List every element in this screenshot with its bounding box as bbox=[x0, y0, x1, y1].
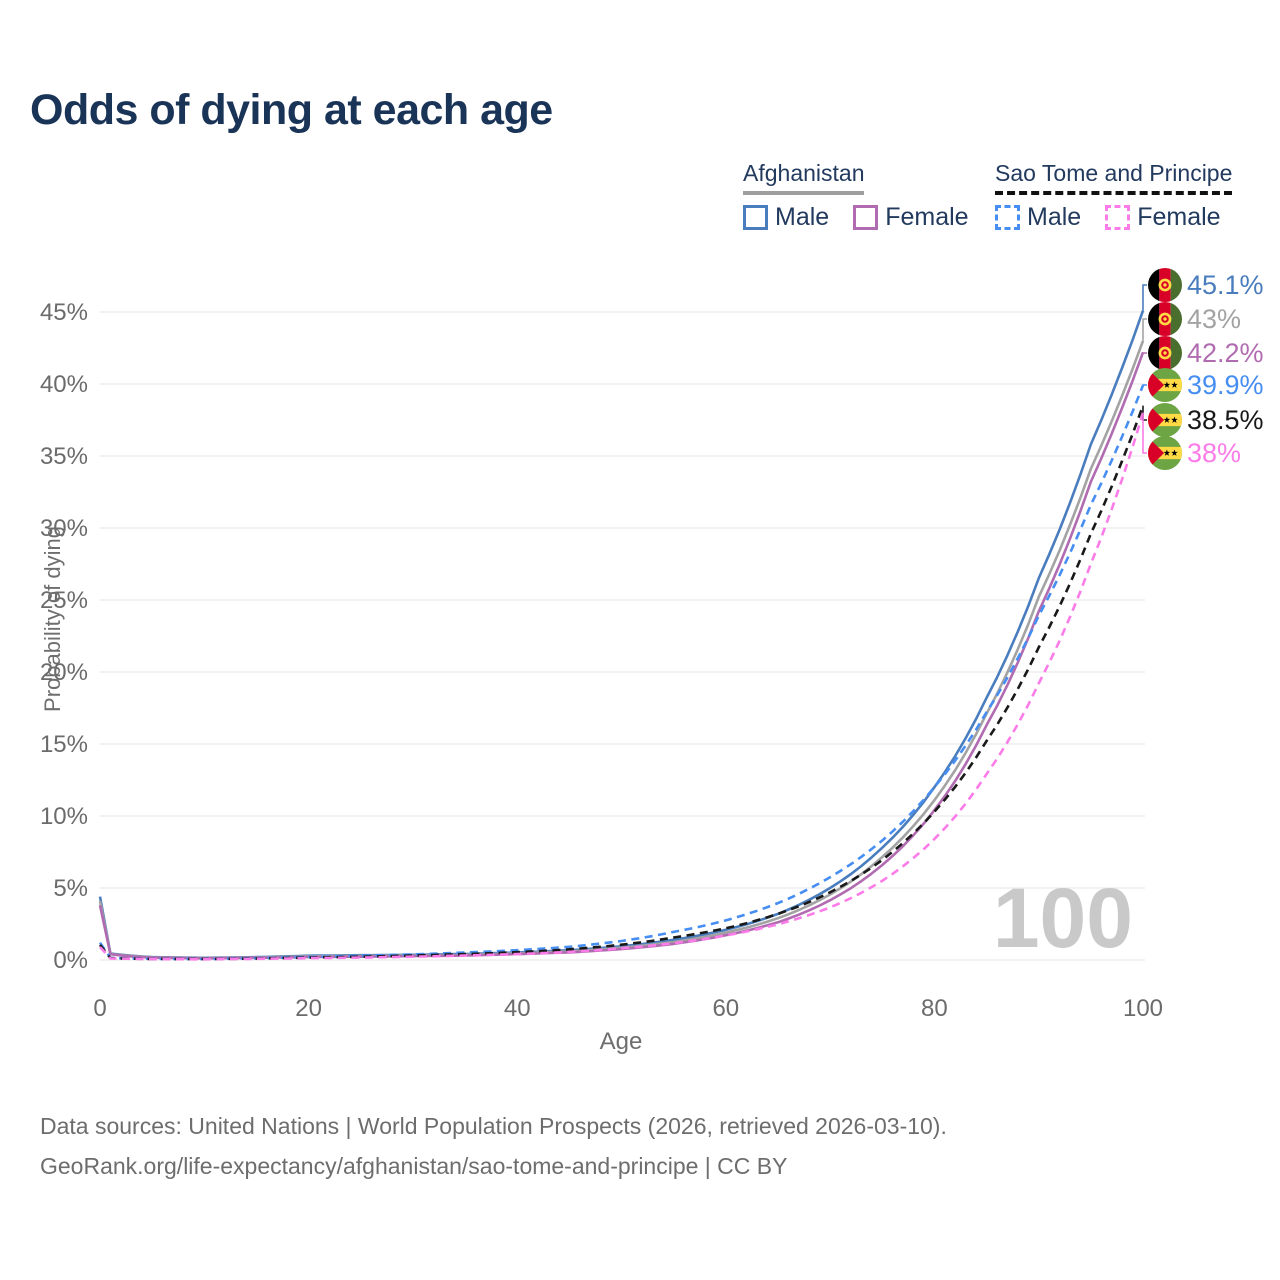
legend-country-label: Sao Tome and Principe bbox=[995, 160, 1233, 186]
legend-country-linestyle bbox=[995, 191, 1233, 195]
x-tick-label: 80 bbox=[921, 995, 948, 1022]
series-line-afghanistan-male[interactable] bbox=[98, 310, 1145, 960]
legend-item-label: Male bbox=[1027, 203, 1082, 231]
legend-item-sao-tome-and-principe-male[interactable]: Male bbox=[995, 203, 1081, 232]
legend-item-sao-tome-and-principe-female[interactable]: Female bbox=[1105, 203, 1221, 232]
series-line-sao-tome-and-principe-female[interactable] bbox=[99, 412, 1145, 961]
x-tick-label: 100 bbox=[1123, 995, 1163, 1022]
y-tick-label: 25% bbox=[40, 587, 88, 614]
end-label-sao-tome-and-principe-male: 39.9% bbox=[1148, 368, 1264, 402]
end-label-value: 38% bbox=[1187, 437, 1242, 468]
legend-swatch-icon bbox=[743, 205, 768, 230]
end-label-leader bbox=[1142, 318, 1147, 341]
legend-item-afghanistan-male[interactable]: Male bbox=[743, 203, 829, 232]
end-label-value: 43% bbox=[1187, 303, 1242, 334]
end-label-value: 42.2% bbox=[1187, 337, 1264, 368]
end-label-sao-tome-and-principe: 38.5% bbox=[1148, 403, 1264, 437]
legend-item-label: Male bbox=[775, 203, 830, 231]
age-counter-watermark: 100 bbox=[993, 871, 1133, 965]
x-tick-label: 20 bbox=[295, 995, 322, 1022]
y-tick-label: 10% bbox=[40, 803, 88, 830]
sao-tome-and-principe-flag-icon bbox=[1148, 403, 1182, 437]
end-label-afghanistan-female: 42.2% bbox=[1148, 336, 1264, 370]
end-label-afghanistan: 43% bbox=[1148, 302, 1241, 336]
legend-item-label: Female bbox=[1137, 203, 1221, 231]
afghanistan-flag-icon bbox=[1148, 268, 1182, 302]
page-title: Odds of dying at each age bbox=[30, 86, 553, 134]
end-label-sao-tome-and-principe-female: 38% bbox=[1148, 436, 1241, 470]
end-label-value: 39.9% bbox=[1187, 369, 1264, 400]
end-label-afghanistan-male: 45.1% bbox=[1148, 268, 1264, 302]
legend-item-afghanistan-female[interactable]: Female bbox=[853, 203, 969, 232]
x-tick-label: 40 bbox=[504, 995, 531, 1022]
x-axis-title: Age bbox=[599, 1028, 643, 1055]
sao-tome-and-principe-flag-icon bbox=[1148, 368, 1182, 402]
y-axis-title: Probability of dying bbox=[40, 526, 65, 712]
y-tick-label: 35% bbox=[40, 443, 88, 470]
legend-item-label: Female bbox=[885, 203, 969, 231]
legend-country-label: Afghanistan bbox=[743, 160, 865, 186]
y-tick-label: 20% bbox=[40, 659, 88, 686]
x-tick-label: 60 bbox=[712, 995, 739, 1022]
y-tick-label: 15% bbox=[40, 731, 88, 758]
legend-country-linestyle bbox=[743, 191, 865, 195]
legend-swatch-icon bbox=[995, 205, 1020, 230]
legend-swatch-icon bbox=[853, 205, 879, 230]
legend-swatch-icon bbox=[1105, 205, 1131, 230]
y-tick-label: 5% bbox=[53, 875, 88, 902]
legend-group-sao-tome-and-principe: Sao Tome and Principe Male Female bbox=[995, 160, 1233, 232]
series-line-afghanistan[interactable] bbox=[98, 340, 1145, 960]
sao-tome-and-principe-flag-icon bbox=[1148, 436, 1182, 470]
end-label-leader bbox=[1142, 284, 1147, 311]
legend: Afghanistan Male Female Sao Tome and Princi… bbox=[743, 160, 1280, 240]
footer-data-sources: Data sources: United Nations | World Pop… bbox=[40, 1113, 947, 1139]
y-tick-label: 45% bbox=[40, 299, 88, 326]
end-label-value: 38.5% bbox=[1187, 404, 1264, 435]
legend-group-afghanistan: Afghanistan Male Female bbox=[743, 160, 969, 232]
end-label-leader bbox=[1142, 352, 1147, 354]
footer-attribution-link: GeoRank.org/life-expectancy/afghanistan/… bbox=[40, 1153, 788, 1179]
series-line-afghanistan-female[interactable] bbox=[98, 351, 1145, 960]
y-tick-label: 30% bbox=[40, 515, 88, 542]
afghanistan-flag-icon bbox=[1148, 336, 1182, 370]
end-label-value: 45.1% bbox=[1187, 269, 1264, 300]
end-label-leader bbox=[1142, 412, 1147, 454]
y-tick-label: 40% bbox=[40, 371, 88, 398]
series-line-sao-tome-and-principe[interactable] bbox=[98, 405, 1145, 961]
afghanistan-flag-icon bbox=[1148, 302, 1182, 336]
y-tick-label: 0% bbox=[53, 947, 88, 974]
x-tick-label: 0 bbox=[93, 995, 106, 1022]
footer: Data sources: United Nations | World Pop… bbox=[40, 1106, 947, 1186]
